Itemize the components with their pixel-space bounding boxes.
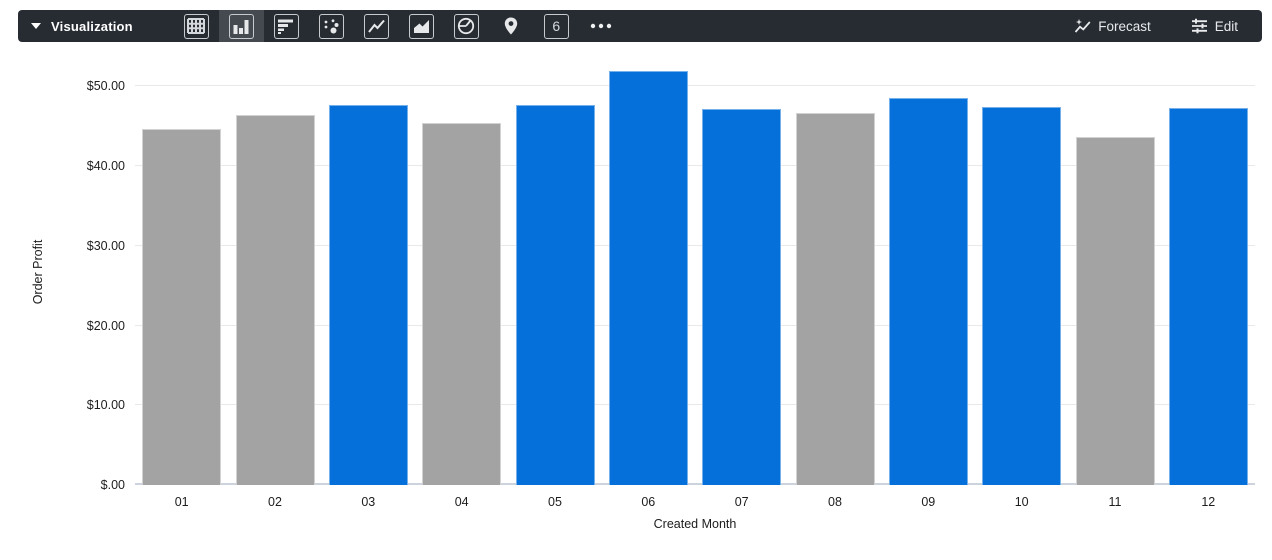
gridline (135, 324, 1255, 326)
y-tick-label: $50.00 (86, 79, 125, 94)
toolbar-actions: Forecast Edit (1074, 18, 1262, 34)
viz-type-picker: 6 (174, 10, 624, 42)
bar-09[interactable] (888, 98, 968, 485)
viz-type-area[interactable] (399, 10, 444, 42)
x-axis-line (135, 483, 1255, 485)
x-tick-label: 01 (174, 495, 189, 509)
visualization-toolbar: Visualization (18, 10, 1262, 42)
single-value-icon: 6 (543, 13, 569, 39)
x-tick-label: 03 (361, 495, 376, 509)
edit-button[interactable]: Edit (1191, 18, 1238, 34)
x-tick-label: 05 (548, 495, 562, 509)
forecast-button[interactable]: Forecast (1074, 18, 1151, 34)
gridline (135, 85, 1255, 87)
line-chart-icon (363, 13, 389, 39)
viz-type-more[interactable] (579, 10, 624, 42)
bar-10[interactable] (982, 107, 1062, 485)
x-tick-label: 11 (1108, 495, 1122, 509)
x-tick-label: 10 (1014, 495, 1029, 509)
x-tick-label: 12 (1201, 495, 1216, 509)
gridline (135, 244, 1255, 246)
bar-06[interactable] (608, 71, 688, 485)
bar-04[interactable] (422, 123, 502, 485)
bar-05[interactable] (515, 105, 595, 485)
bar-03[interactable] (328, 105, 408, 485)
plot-area (135, 60, 1255, 485)
bar-11[interactable] (1075, 136, 1155, 485)
forecast-icon (1074, 18, 1091, 34)
x-axis-title: Created Month (653, 517, 737, 531)
bar-12[interactable] (1168, 107, 1248, 485)
y-tick-label: $30.00 (86, 238, 125, 253)
y-tick-label: $20.00 (86, 318, 125, 333)
ellipsis-icon (590, 23, 612, 29)
forecast-label: Forecast (1098, 18, 1151, 34)
map-pin-icon (504, 17, 518, 35)
gridline (135, 404, 1255, 406)
viz-type-single-value[interactable]: 6 (534, 10, 579, 42)
area-chart-icon (408, 13, 434, 39)
viz-type-table[interactable] (174, 10, 219, 42)
bar-02[interactable] (235, 115, 315, 485)
pie-chart-icon (453, 13, 479, 39)
y-tick-label: $40.00 (86, 159, 125, 174)
bar-chart-icon (273, 13, 299, 39)
column-chart-icon (228, 13, 254, 39)
x-tick-label: 02 (268, 495, 282, 509)
viz-type-pie[interactable] (444, 10, 489, 42)
gridline (135, 165, 1255, 167)
scatter-plot-icon (318, 13, 344, 39)
table-icon (183, 13, 209, 39)
single-value-glyph: 6 (552, 18, 561, 34)
toolbar-title: Visualization (51, 18, 133, 34)
y-tick-label: $.00 (100, 478, 125, 492)
x-tick-label: 08 (828, 495, 842, 509)
visualization-collapse-toggle[interactable]: Visualization (31, 19, 133, 34)
bar-07[interactable] (702, 108, 782, 485)
edit-label: Edit (1214, 18, 1238, 34)
bar-08[interactable] (795, 112, 875, 485)
y-tick-label: $10.00 (86, 398, 125, 413)
viz-type-column[interactable] (218, 10, 264, 42)
viz-type-bar[interactable] (264, 10, 309, 42)
bar-01[interactable] (142, 129, 222, 485)
x-tick-label: 06 (641, 495, 656, 509)
x-tick-label: 04 (454, 495, 469, 509)
x-tick-label: 09 (921, 495, 936, 509)
x-tick-label: 07 (734, 495, 749, 509)
viz-type-line[interactable] (354, 10, 399, 42)
viz-type-map[interactable] (489, 10, 534, 42)
collapse-caret-icon (31, 23, 41, 29)
tune-icon (1191, 18, 1208, 34)
viz-type-scatter[interactable] (309, 10, 354, 42)
